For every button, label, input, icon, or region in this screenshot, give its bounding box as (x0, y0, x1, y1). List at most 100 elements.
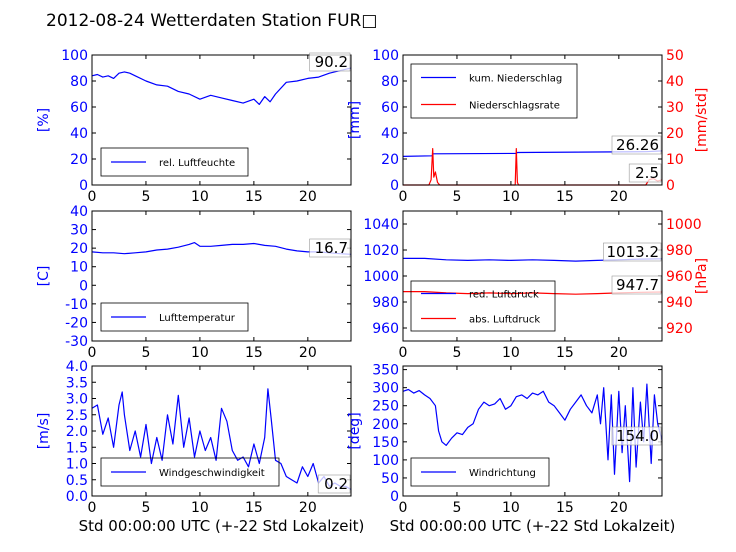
y-tick-label: 0.0 (66, 489, 88, 505)
x-tick-label: 5 (141, 345, 150, 361)
x-tick-label: 15 (245, 345, 263, 361)
y-tick-label: 3.0 (66, 392, 88, 408)
legend-box (100, 147, 249, 177)
chart-wind-speed: 0 5 10 15 20 0.00.51.01.52.02.53.03.54.0 [m/s]… (36, 359, 364, 535)
y-tick-label: 980 (372, 295, 399, 311)
y-axis-label: [C] (36, 266, 52, 287)
y2-tick-label: 10 (666, 152, 684, 168)
y-tick-label: 300 (372, 381, 399, 397)
y-tick-label: 60 (381, 100, 399, 116)
value-annotation: 90.2 (315, 53, 348, 71)
y2-tick-label: 0 (666, 178, 675, 194)
legend-label: rel. Luftfeuchte (159, 158, 235, 169)
y-tick-label: 1.0 (66, 457, 88, 473)
y-tick-label: 100 (61, 48, 88, 64)
x-tick-label: 0 (88, 189, 97, 205)
plot-frame (402, 54, 663, 186)
x-tick-label: 15 (556, 500, 574, 516)
value-annotation: 947.7 (616, 276, 659, 294)
y-tick-label: 80 (381, 74, 399, 90)
y2-axis-label: [mm/std] (694, 88, 710, 153)
y2-tick-label: 30 (666, 100, 684, 116)
legend-label: red. Luftdruck (469, 290, 539, 301)
legend-box (100, 302, 249, 332)
legend-label: Niederschlagsrate (469, 101, 560, 112)
x-tick-label: 10 (502, 189, 520, 205)
y-tick-label: 150 (372, 435, 399, 451)
legend-label: abs. Luftdruck (469, 315, 540, 326)
value-annotation: 16.7 (315, 239, 348, 257)
y2-axis-label: [hPa] (694, 258, 710, 294)
y-tick-label: 2.5 (66, 408, 88, 424)
y-tick-label: 2.0 (66, 424, 88, 440)
y2-tick-label: 920 (666, 321, 693, 337)
value-annotation-box (309, 238, 351, 258)
chart-humidity: 0 5 10 15 20 0 20 40 60 80 100 [%] rel. Luftfeuchte 9… (36, 48, 352, 205)
value-annotation: 1013.2 (607, 243, 660, 261)
x-axis-label: Std 00:00:00 UTC (+-22 Std Lokalzeit) (390, 517, 676, 535)
y-tick-label: -20 (65, 315, 88, 331)
x-tick-label: 0 (399, 345, 408, 361)
y-tick-label: 40 (70, 126, 88, 142)
x-tick-label: 20 (610, 500, 628, 516)
x-tick-label: 5 (452, 189, 461, 205)
y-tick-label: 100 (372, 48, 399, 64)
x-tick-label: 5 (141, 500, 150, 516)
x-tick-label: 0 (399, 500, 408, 516)
x-tick-label: 15 (556, 345, 574, 361)
y-tick-label: 4.0 (66, 359, 88, 375)
value-annotation-box (628, 163, 662, 183)
value-annotation-box (309, 52, 351, 72)
y-axis-label: [mm] (347, 101, 363, 139)
y2-tick-label: 960 (666, 269, 693, 285)
y2-tick-label: 940 (666, 295, 693, 311)
x-tick-label: 10 (191, 345, 209, 361)
y-axis-label: [m/s] (36, 413, 52, 450)
series-line-wind-direction-0 (402, 383, 663, 483)
legend-box (100, 457, 280, 487)
y-tick-label: 20 (70, 241, 88, 257)
y-tick-label: 1040 (363, 217, 399, 233)
y-tick-label: 0 (79, 278, 88, 294)
y-axis-label: [%] (36, 108, 52, 132)
y-tick-label: 960 (372, 321, 399, 337)
chart-pressure: 0 5 10 15 20 960 980 1000 1020 1040 920 940 960 980 10… (363, 210, 710, 361)
x-tick-label: 20 (299, 189, 317, 205)
legend-box (410, 280, 556, 332)
y-tick-label: 20 (70, 152, 88, 168)
x-tick-label: 10 (191, 189, 209, 205)
y-tick-label: 20 (381, 152, 399, 168)
y-tick-label: 1020 (363, 243, 399, 259)
x-tick-label: 5 (452, 500, 461, 516)
y-tick-label: 40 (70, 204, 88, 220)
y2-tick-label: 50 (666, 48, 684, 64)
x-tick-label: 20 (610, 189, 628, 205)
chart-precip: 0 5 10 15 20 0 20 40 60 80 100 0 10 20 30 40 50 [mm] [mm/s… (347, 48, 710, 205)
x-tick-label: 10 (502, 500, 520, 516)
y2-tick-label: 40 (666, 74, 684, 90)
value-annotation-box (611, 275, 662, 295)
x-tick-label: 10 (191, 500, 209, 516)
x-tick-label: 0 (88, 500, 97, 516)
plot-frame (402, 365, 663, 497)
x-tick-label: 15 (245, 500, 263, 516)
y-tick-label: 1.5 (66, 440, 88, 456)
series-line-humidity-0 (91, 67, 352, 106)
y2-tick-label: 980 (666, 243, 693, 259)
x-tick-label: 15 (556, 189, 574, 205)
y2-tick-label: 1000 (666, 217, 702, 233)
value-annotation: 26.26 (616, 136, 659, 154)
value-annotation: 0.2 (324, 475, 348, 493)
y-tick-label: 50 (381, 471, 399, 487)
y-axis-label: [deg] (347, 412, 363, 449)
value-annotation: 154.0 (616, 427, 659, 445)
plot-frame (91, 54, 352, 186)
y-tick-label: 3.5 (66, 375, 88, 391)
x-tick-label: 0 (399, 189, 408, 205)
y-tick-label: -30 (65, 334, 88, 350)
y2-tick-label: 20 (666, 126, 684, 142)
series-line-temperature-0 (91, 242, 352, 255)
value-annotation-box (611, 426, 662, 446)
x-tick-label: 15 (245, 189, 263, 205)
